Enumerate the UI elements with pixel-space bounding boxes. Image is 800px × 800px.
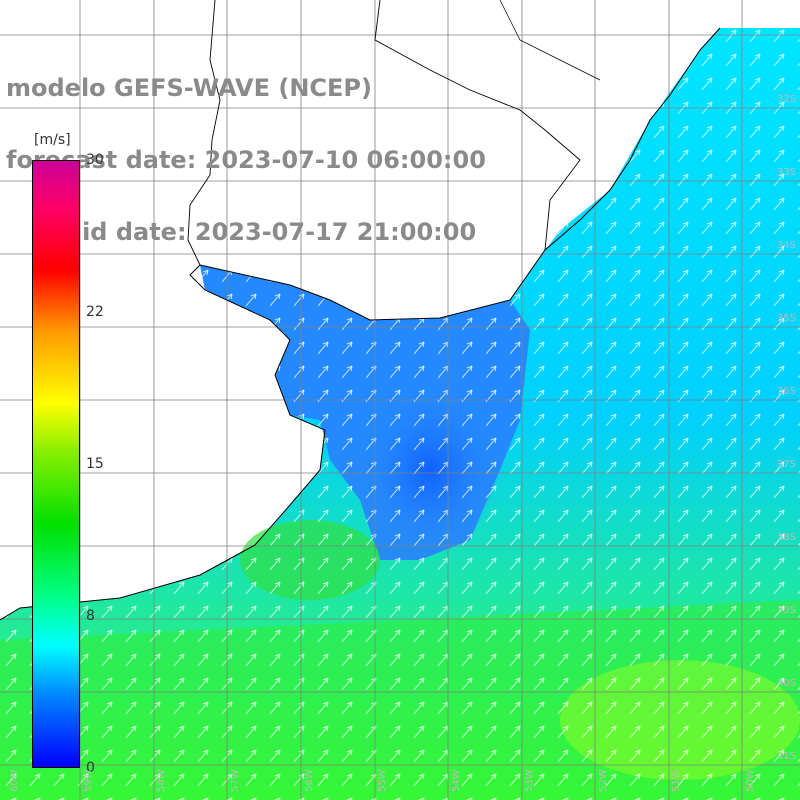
title-valid-date: valid date: 2023-07-17 21:00:00 [42,218,477,246]
lat-label: 38S [776,532,796,543]
lon-label: 60W [9,769,20,792]
lon-label: 52W [598,769,609,792]
lon-label: 56W [304,769,315,792]
lon-label: 57W [230,769,241,792]
lat-label: 37S [776,459,796,470]
lat-label: 35S [776,313,796,324]
colorbar-tick: 15 [86,456,104,472]
lon-label: 53W [524,769,535,792]
colorbar-tick: 22 [86,304,104,320]
lat-label: 32S [776,94,796,105]
colorbar-unit: [m/s] [34,132,71,148]
coastline [0,0,721,621]
lon-label: 51W [671,769,682,792]
colorbar [32,160,80,768]
lon-label: 55W [377,769,388,792]
wind-field [0,28,800,800]
colorbar-tick: 8 [86,608,95,624]
colorbar-tick-min: 0 [86,760,95,776]
lat-label: 33S [776,167,796,178]
lon-label: 59W [83,769,94,792]
lat-label: 39S [776,605,796,616]
lat-label: 41S [776,751,796,762]
lon-label: 54W [451,769,462,792]
colorbar-tick-max: 30 [86,152,104,168]
lat-label: 36S [776,386,796,397]
lon-label: 50W [745,769,756,792]
title-model: modelo GEFS-WAVE (NCEP) [6,74,372,102]
lat-label: 34S [776,240,796,251]
lat-label: 40S [776,678,796,689]
lon-label: 58W [156,769,167,792]
